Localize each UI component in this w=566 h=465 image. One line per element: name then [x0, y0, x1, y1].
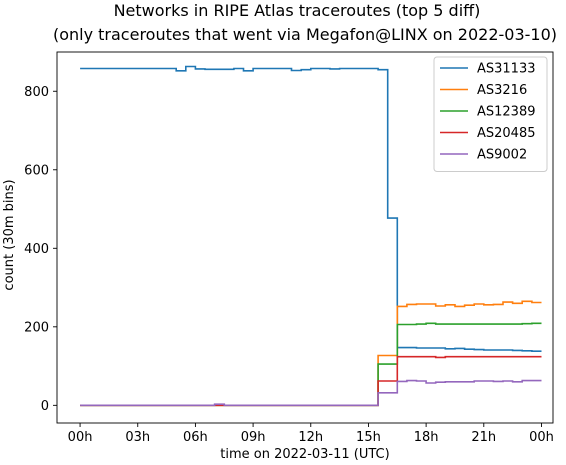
x-tick-label: 09h	[241, 430, 266, 445]
legend-label-AS20485: AS20485	[477, 126, 536, 141]
legend-label-AS12389: AS12389	[477, 105, 536, 120]
chart-subtitle: (only traceroutes that went via Megafon@…	[53, 25, 557, 44]
x-tick-label: 21h	[471, 430, 496, 445]
x-tick-label: 03h	[125, 430, 150, 445]
y-tick-label: 800	[24, 85, 49, 100]
legend-box	[433, 56, 548, 172]
legend: AS31133 AS3216 AS12389 AS20485 AS9002	[433, 56, 548, 172]
series-layer	[80, 65, 542, 407]
legend-label-AS9002: AS9002	[477, 148, 527, 163]
x-tick-label: 12h	[298, 430, 323, 445]
x-tick-label: 18h	[414, 430, 439, 445]
x-tick-label: 15h	[356, 430, 381, 445]
plot-frame	[56, 51, 554, 424]
series-line-AS12389	[80, 322, 542, 407]
series-line-AS9002	[80, 379, 542, 407]
y-axis-label: count (30m bins)	[2, 179, 17, 290]
y-tick-label: 600	[24, 163, 49, 178]
x-tick-label: 00h	[529, 430, 554, 445]
chart-title: Networks in RIPE Atlas traceroutes (top …	[114, 1, 481, 20]
y-tick-label: 200	[24, 320, 49, 335]
x-tick-label: 00h	[68, 430, 93, 445]
y-tick-label: 0	[41, 399, 49, 414]
legend-label-AS31133: AS31133	[477, 62, 536, 77]
series-line-AS31133	[80, 65, 542, 352]
y-tick-label: 400	[24, 242, 49, 257]
x-tick-label: 06h	[183, 430, 208, 445]
legend-label-AS3216: AS3216	[477, 83, 527, 98]
series-line-AS3216	[80, 300, 542, 407]
axis-layer: 00h 03h 06h 09h 12h 15h 18h 21h 00h 0 200 400 600 800	[24, 51, 554, 445]
x-axis-label: time on 2022-03-11 (UTC)	[220, 447, 389, 461]
